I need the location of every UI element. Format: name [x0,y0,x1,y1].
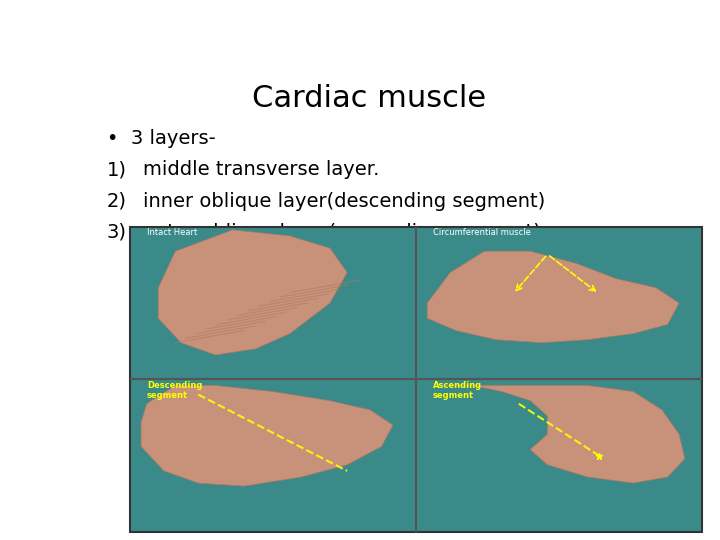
Bar [416,227,702,379]
Text: Cardiac muscle: Cardiac muscle [252,84,486,112]
Text: inner oblique layer(descending segment): inner oblique layer(descending segment) [143,192,545,211]
Text: •  3 layers-: • 3 layers- [107,129,215,149]
Bar [130,379,416,532]
Polygon shape [427,251,679,343]
Text: Descending
segment: Descending segment [147,381,202,400]
Bar [416,379,702,532]
Text: Circumferential muscle: Circumferential muscle [433,228,531,237]
Text: Ascending
segment: Ascending segment [433,381,482,400]
Text: middle transverse layer.: middle transverse layer. [143,160,379,179]
Text: outer oblique layer( ascending segment): outer oblique layer( ascending segment) [143,223,541,242]
Text: 3): 3) [107,223,127,242]
Polygon shape [141,386,393,486]
Text: Intact Heart: Intact Heart [147,228,197,237]
Polygon shape [444,386,685,483]
Polygon shape [158,230,347,355]
Bar [130,227,416,379]
Text: 1): 1) [107,160,127,179]
Text: 2): 2) [107,192,127,211]
